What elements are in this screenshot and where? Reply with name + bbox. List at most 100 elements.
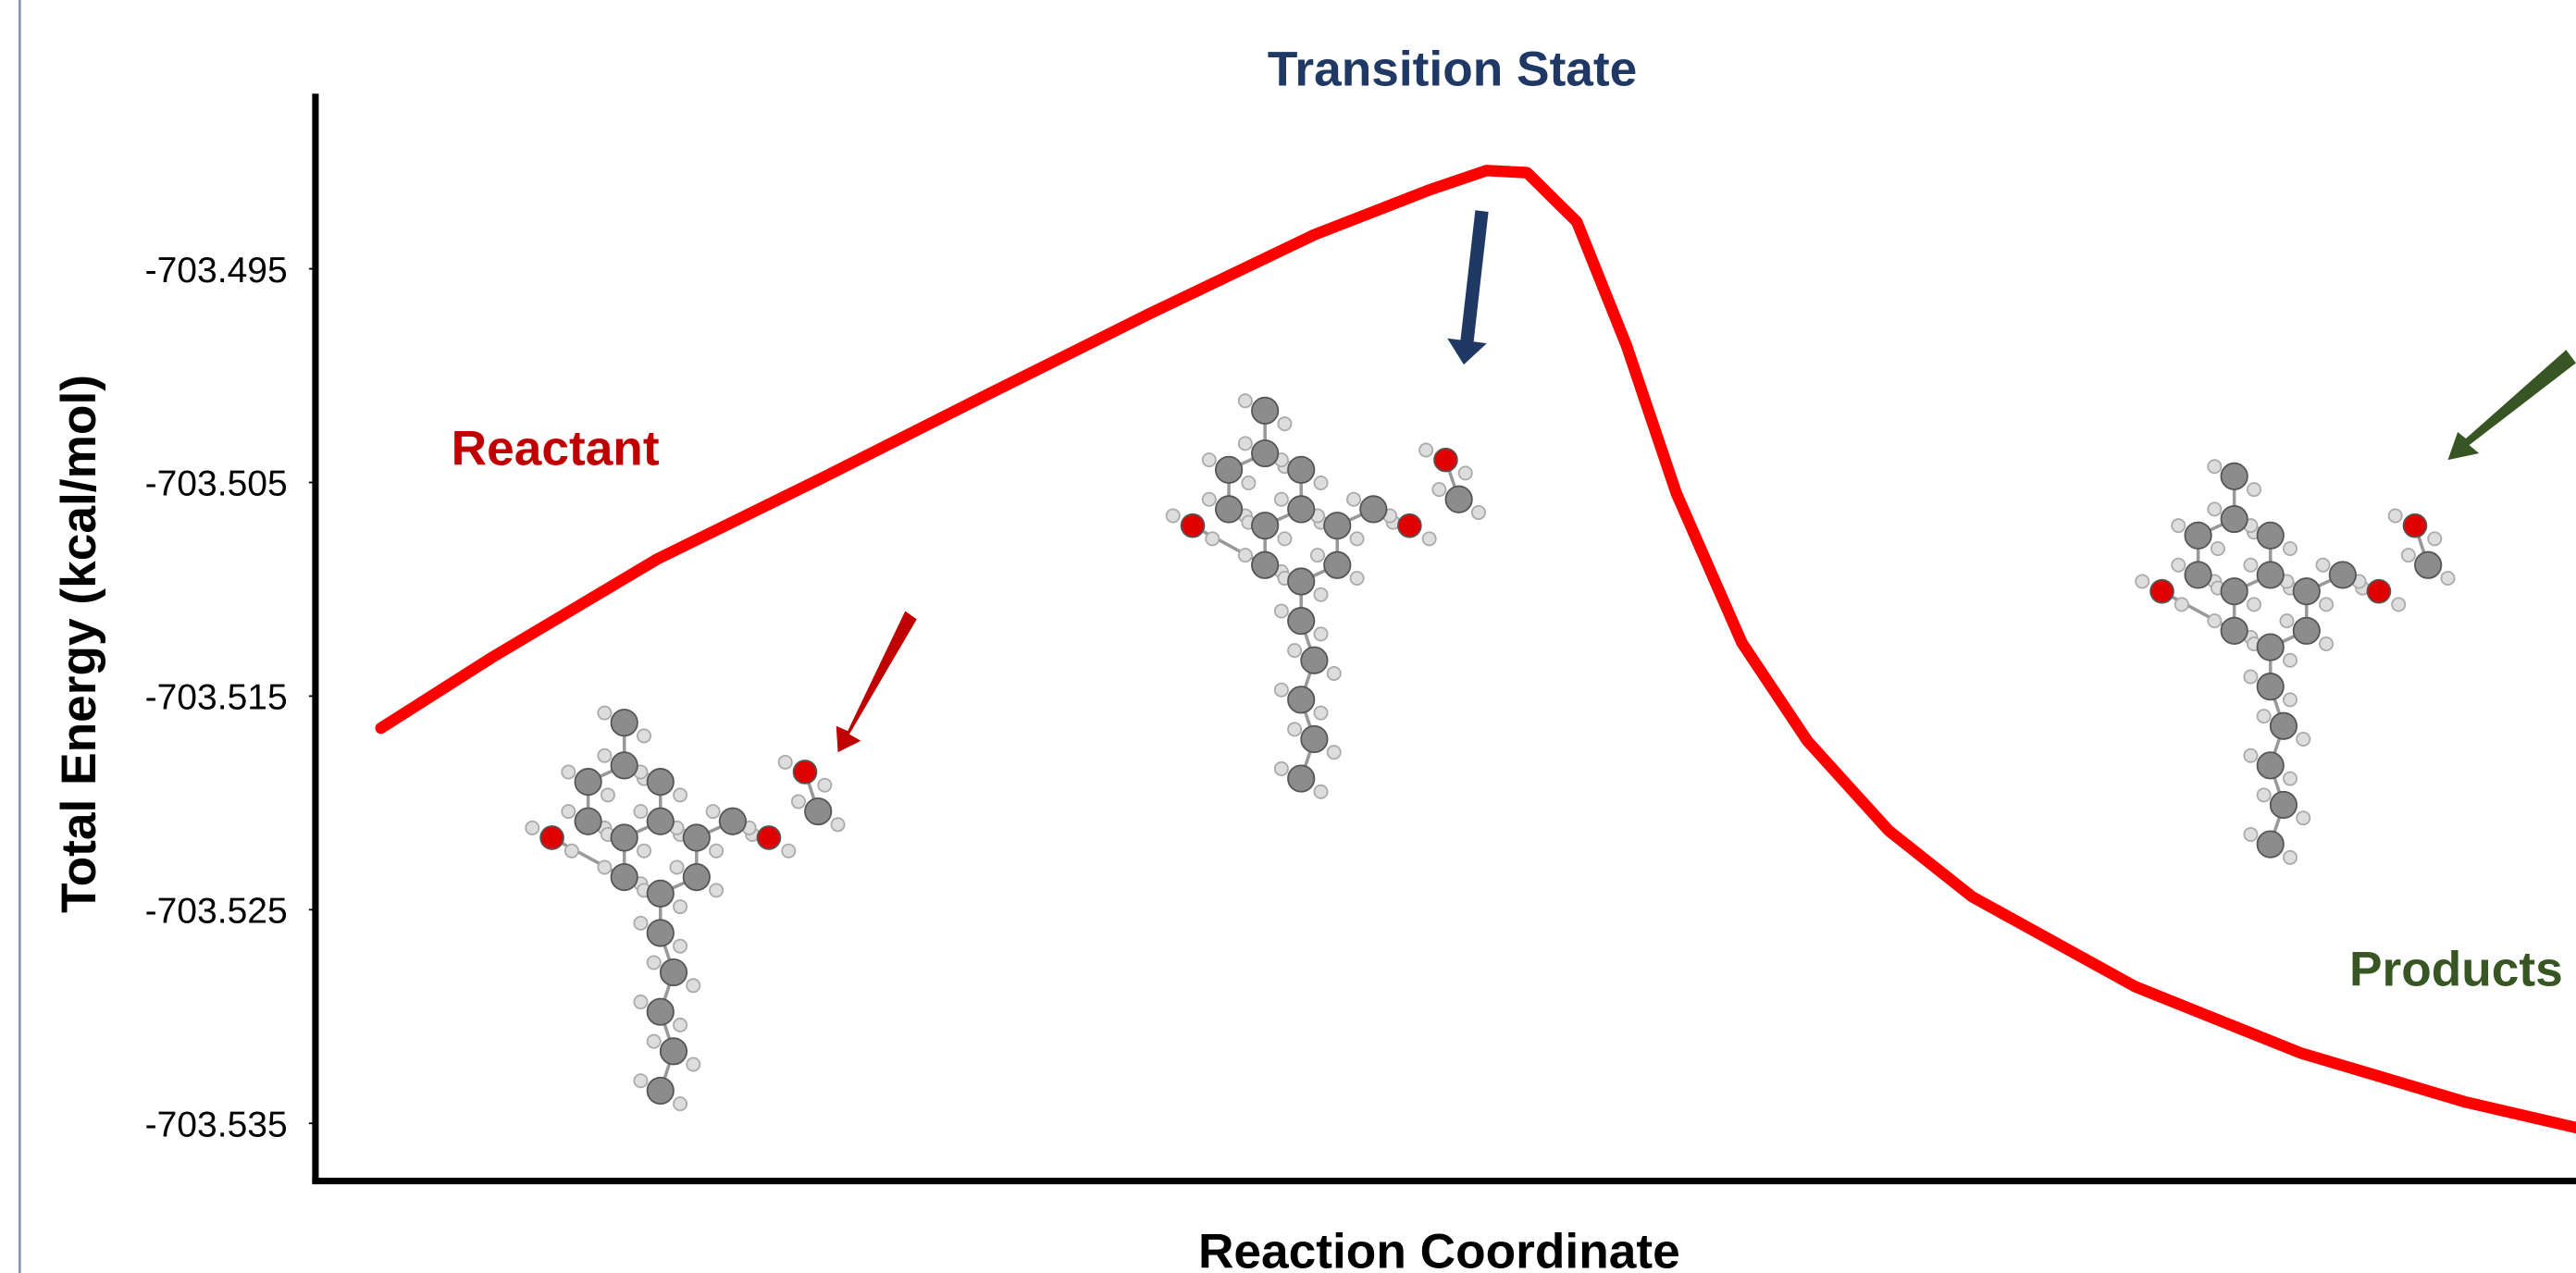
hydrogen — [818, 779, 831, 792]
carbon — [2258, 831, 2284, 857]
carbon — [575, 769, 601, 795]
hydrogen — [2392, 598, 2405, 611]
hydrogen — [1278, 417, 1291, 430]
energy-curve — [381, 170, 2576, 1128]
carbon — [684, 864, 710, 890]
carbon — [2185, 523, 2211, 549]
hydrogen — [1314, 588, 1327, 601]
hydrogen — [562, 805, 575, 818]
hydrogen — [598, 749, 611, 762]
hydrogen — [1314, 627, 1327, 640]
hydrogen — [1328, 667, 1341, 680]
oxygen — [794, 760, 817, 784]
carbon — [2271, 792, 2297, 818]
hydrogen — [706, 805, 719, 818]
oxygen — [2150, 580, 2174, 603]
carbon — [2271, 713, 2297, 739]
carbon — [2258, 752, 2284, 778]
hydrogen — [562, 765, 575, 778]
hydrogen — [1203, 453, 1216, 466]
oxygen — [1434, 449, 1457, 472]
hydrogen — [2244, 670, 2257, 683]
chart-title: Transition State — [1268, 42, 1637, 96]
hydrogen — [674, 940, 687, 953]
annotation: Reactant — [452, 421, 660, 476]
hydrogen — [782, 845, 795, 858]
carbon — [1288, 457, 1314, 483]
carbon — [2185, 562, 2211, 587]
y-tick-label: -703.525 — [145, 892, 288, 932]
carbon — [661, 1038, 687, 1064]
hydrogen — [2284, 772, 2297, 785]
carbon — [720, 809, 746, 834]
hydrogen — [1432, 483, 1445, 496]
hydrogen — [2402, 549, 2415, 562]
carbon — [1252, 513, 1278, 538]
hydrogen — [1288, 644, 1301, 657]
carbon — [612, 824, 638, 850]
hydrogen — [1239, 437, 1252, 450]
hydrogen — [2284, 851, 2297, 864]
hydrogen — [1423, 532, 1436, 545]
hydrogen — [2136, 575, 2149, 587]
hydrogen — [687, 1057, 700, 1070]
hydrogen — [2297, 733, 2310, 746]
page: Transition State Reactant Products React… — [0, 0, 2576, 1273]
carbon — [1360, 496, 1386, 522]
arrow — [836, 611, 917, 752]
carbon — [1301, 648, 1327, 674]
oxygen — [2367, 580, 2390, 603]
carbon — [1324, 513, 1350, 538]
carbon — [2221, 506, 2247, 532]
hydrogen — [1459, 466, 1472, 479]
hydrogen — [526, 822, 539, 834]
carbon — [612, 710, 638, 735]
carbon — [648, 998, 674, 1024]
hydrogen — [2258, 710, 2271, 723]
hydrogen — [2248, 483, 2260, 496]
hydrogen — [1311, 549, 1324, 562]
oxygen — [2404, 514, 2427, 538]
hydrogen — [634, 1074, 647, 1087]
hydrogen — [598, 860, 611, 873]
carbon — [612, 752, 638, 778]
hydrogen — [2208, 460, 2221, 473]
carbon — [2221, 578, 2247, 604]
hydrogen — [2284, 693, 2297, 706]
hydrogen — [674, 788, 687, 801]
hydrogen — [2248, 598, 2260, 611]
hydrogen — [1314, 706, 1327, 719]
hydrogen — [2284, 654, 2297, 667]
carbon — [2294, 618, 2320, 644]
hydrogen — [2297, 811, 2310, 824]
carbon — [1216, 457, 1242, 483]
carbon — [648, 769, 674, 795]
hydrogen — [2175, 598, 2188, 611]
hydrogen — [674, 900, 687, 913]
hydrogen — [648, 1035, 661, 1048]
carbon — [661, 959, 687, 985]
y-axis-label: Total Energy (kcal/mol) — [52, 375, 106, 913]
hydrogen — [638, 845, 650, 858]
hydrogen — [634, 805, 647, 818]
carbon — [648, 809, 674, 834]
hydrogen — [831, 818, 844, 831]
carbon — [648, 881, 674, 907]
hydrogen — [2244, 559, 2257, 572]
hydrogen — [598, 706, 611, 719]
hydrogen — [2208, 614, 2221, 627]
hydrogen — [674, 1097, 687, 1110]
molecule — [2136, 460, 2454, 864]
hydrogen — [2389, 509, 2402, 522]
hydrogen — [2280, 614, 2293, 627]
carbon — [648, 920, 674, 945]
hydrogen — [2172, 519, 2185, 532]
carbon — [1288, 568, 1314, 594]
annotation: Products — [2349, 942, 2563, 996]
carbon — [1324, 552, 1350, 578]
carbon — [1216, 496, 1242, 522]
hydrogen — [2244, 749, 2257, 762]
hydrogen — [674, 1019, 687, 1032]
carbon — [2221, 618, 2247, 644]
carbon — [2258, 674, 2284, 699]
